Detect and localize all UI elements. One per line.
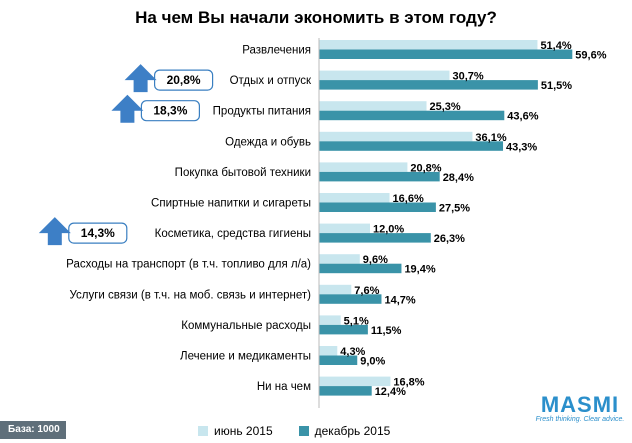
legend-item-december: декабрь 2015: [298, 424, 391, 438]
bar-december: [319, 233, 431, 243]
value-label: 9,0%: [360, 356, 385, 368]
sample-base-badge: База: 1000: [0, 421, 66, 439]
bar-december: [319, 110, 505, 121]
value-label: 5,1%: [344, 315, 369, 327]
legend: июнь 2015 декабрь 2015: [198, 424, 390, 438]
bar-chart: 20,8% 18,3% 14,3% Развлечения 51,4% 59,6% Отд…: [38, 38, 607, 408]
bar-june: [319, 346, 338, 356]
value-label: 11,5%: [371, 325, 402, 337]
value-label: 43,3%: [506, 141, 537, 153]
value-label: 27,5%: [439, 203, 470, 215]
value-label: 16,6%: [393, 193, 424, 205]
category-label: Ни на чем: [257, 381, 311, 393]
category-label: Расходы на транспорт (в т.ч. топливо для…: [66, 259, 311, 271]
bar-december: [319, 80, 538, 90]
category-label: Продукты питания: [213, 106, 311, 118]
masmi-logo: MASMI Fresh thinking. Clear advice.: [535, 392, 625, 423]
value-label: 19,4%: [404, 264, 435, 276]
annotation-value: 20,8%: [167, 73, 201, 87]
up-arrow-icon: [124, 64, 157, 93]
legend-swatch-december: [298, 426, 309, 436]
bar-december: [319, 171, 440, 182]
bar-december: [319, 49, 573, 59]
category-label: Лечение и медикаменты: [180, 351, 311, 363]
value-label: 28,4%: [443, 172, 474, 184]
value-label: 9,6%: [363, 254, 388, 266]
category-label: Услуги связи (в т.ч. на моб. связь и инт…: [69, 289, 311, 301]
value-label: 7,6%: [354, 285, 379, 297]
value-label: 16,8%: [393, 377, 424, 389]
legend-swatch-june: [198, 426, 208, 436]
bar-december: [319, 202, 436, 212]
bar-june: [319, 376, 391, 387]
bar-june: [319, 70, 450, 81]
bar-june: [319, 162, 408, 172]
logo-wordmark: MASMI: [540, 392, 620, 417]
bar-december: [319, 355, 358, 365]
value-label: 26,3%: [434, 233, 465, 245]
category-label: Одежда и обувь: [225, 136, 311, 148]
value-label: 20,8%: [410, 162, 441, 174]
bar-december: [319, 294, 382, 304]
bar-june: [319, 131, 473, 142]
value-label: 4,3%: [340, 346, 365, 358]
chart-title: На чем Вы начали экономить в этом году?: [135, 8, 497, 27]
value-label: 51,4%: [540, 40, 571, 52]
bar-june: [319, 223, 370, 234]
bar-december: [319, 141, 504, 151]
legend-label-june: июнь 2015: [214, 424, 273, 438]
value-label: 25,3%: [430, 101, 461, 113]
annotation-value: 18,3%: [153, 104, 187, 118]
labels: Развлечения 51,4% 59,6% Отдых и отпуск 30,7%…: [66, 40, 607, 398]
value-label: 59,6%: [575, 50, 606, 62]
bar-june: [319, 254, 360, 264]
value-label: 30,7%: [452, 71, 483, 83]
logo-tagline: Fresh thinking. Clear advice.: [535, 416, 625, 423]
annotations: 20,8% 18,3% 14,3%: [38, 64, 214, 246]
category-label: Покупка бытовой техники: [175, 167, 311, 179]
bar-june: [319, 101, 427, 111]
value-label: 51,5%: [541, 80, 572, 92]
bars: [319, 40, 573, 396]
bar-june: [319, 284, 352, 295]
value-label: 12,4%: [375, 386, 406, 398]
value-label: 14,7%: [384, 294, 415, 306]
bar-june: [319, 315, 341, 325]
bar-december: [319, 263, 402, 274]
value-label: 36,1%: [475, 132, 506, 144]
up-arrow-icon: [111, 94, 144, 123]
category-label: Отдых и отпуск: [230, 75, 312, 87]
bar-june: [319, 40, 538, 50]
legend-item-june: июнь 2015: [198, 424, 273, 438]
category-label: Косметика, средства гигиены: [155, 228, 311, 240]
value-label: 12,0%: [373, 224, 404, 236]
bar-december: [319, 386, 372, 396]
bar-december: [319, 324, 368, 335]
category-label: Развлечения: [242, 45, 311, 57]
category-label: Спиртные напитки и сигареты: [151, 198, 311, 210]
annotation-value: 14,3%: [81, 226, 115, 240]
bar-june: [319, 193, 390, 203]
up-arrow-icon: [38, 217, 71, 246]
category-label: Коммунальные расходы: [181, 320, 311, 332]
value-label: 43,6%: [507, 111, 538, 123]
legend-label-december: декабрь 2015: [314, 424, 391, 438]
